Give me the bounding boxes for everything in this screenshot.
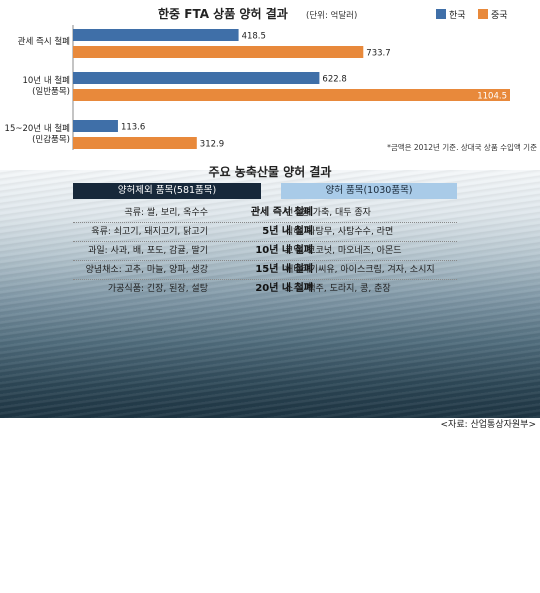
table-row: 양념채소: 고추, 마늘, 양파, 생강 15년 내 철폐 해바라기씨유, 아이… (73, 261, 457, 279)
row-schedule: 5년 내 철폐 (262, 226, 313, 237)
chart-footnote: *금액은 2012년 기준. 상대국 상품 수입액 기준 (387, 142, 537, 152)
category-label: 10년 내 철폐 (22, 75, 70, 86)
legend-label-korea: 한국 (449, 10, 466, 21)
table-row: 과일: 사과, 배, 포도, 감귤, 딸기 10년 내 철폐 코냑, 코코넛, … (73, 242, 457, 260)
row-excluded-items: 육류: 쇠고기, 돼지고기, 닭고기 (91, 227, 208, 237)
fta-background-lettering: FTA (95, 535, 348, 593)
table-row: 가공식품: 긴장, 된장, 설탕 20년 내 철폐 소주, 맥주, 도라지, 콩… (73, 280, 457, 298)
chart-title: 한중 FTA 상품 양허 결과 (158, 6, 288, 21)
row-schedule: 15년 내 철폐 (255, 264, 313, 275)
table-header-included: 양허 품목(1030품목) (281, 183, 457, 199)
row-schedule: 관세 즉시 철폐 (250, 207, 313, 218)
row-included-items: 해바라기씨유, 아이스크림, 겨자, 소시지 (285, 265, 435, 275)
bar-china (73, 89, 510, 101)
bar-chart: 한중 FTA 상품 양허 결과 (단위: 억달러) 한국 중국 관세 즉시 철폐… (5, 6, 538, 152)
row-excluded-items: 곡류: 쌀, 보리, 옥수수 (124, 208, 208, 218)
row-schedule: 10년 내 철폐 (255, 245, 313, 256)
row-included-items: 코냑, 코코넛, 마오네즈, 아몬드 (285, 246, 402, 256)
bar-china (73, 137, 197, 149)
category-sublabel: (일반품목) (32, 86, 70, 97)
legend-swatch-china (478, 9, 488, 19)
row-schedule: 20년 내 철폐 (255, 283, 313, 294)
row-excluded-items: 양념채소: 고추, 마늘, 양파, 생강 (85, 265, 208, 275)
data-label: 418.5 (242, 32, 266, 42)
bar-korea (73, 29, 239, 41)
category-sublabel: (민감품목) (32, 134, 70, 145)
category-label: 15~20년 내 철폐 (5, 123, 70, 134)
row-included-items: 식혜, 사탕무, 사탕수수, 라면 (285, 227, 394, 237)
row-included-items: 번식용 가축, 대두 종자 (285, 208, 371, 218)
bar-korea (73, 72, 320, 84)
table-header-excluded: 양허제외 품목(581품목) (73, 183, 261, 199)
row-divider (73, 241, 457, 242)
data-label: 622.8 (322, 75, 346, 85)
legend-label-china: 중국 (491, 10, 508, 21)
table-title: 주요 농축산물 양허 결과 (208, 165, 332, 179)
data-label: 733.7 (366, 49, 390, 59)
row-divider (73, 222, 457, 223)
row-excluded-items: 가공식품: 긴장, 된장, 설탕 (107, 284, 208, 294)
bar-korea (73, 120, 118, 132)
category-label: 관세 즉시 철폐 (18, 36, 70, 47)
table-row: 곡류: 쌀, 보리, 옥수수 관세 즉시 철폐 번식용 가축, 대두 종자 (73, 204, 457, 222)
table-row: 육류: 쇠고기, 돼지고기, 닭고기 5년 내 철폐 식혜, 사탕무, 사탕수수… (73, 223, 457, 241)
chart-unit-note: (단위: 억달러) (306, 10, 357, 21)
data-label: 1104.5 (477, 92, 507, 102)
row-included-items: 소주, 맥주, 도라지, 콩, 춘장 (285, 284, 391, 294)
row-divider (73, 260, 457, 261)
bars-layer: 관세 즉시 철폐 418.5 733.7 10년 내 철폐(일반품목) 622.8 110… (5, 25, 510, 150)
row-excluded-items: 과일: 사과, 배, 포도, 감귤, 딸기 (88, 246, 208, 256)
legend-swatch-korea (436, 9, 446, 19)
bar-china (73, 46, 364, 58)
data-label: 113.6 (121, 123, 145, 133)
data-label: 312.9 (200, 140, 224, 150)
source-credit: <자료: 산업통상자원부> (440, 420, 537, 430)
row-divider (73, 279, 457, 280)
sea-background-image: FTA (0, 170, 540, 593)
